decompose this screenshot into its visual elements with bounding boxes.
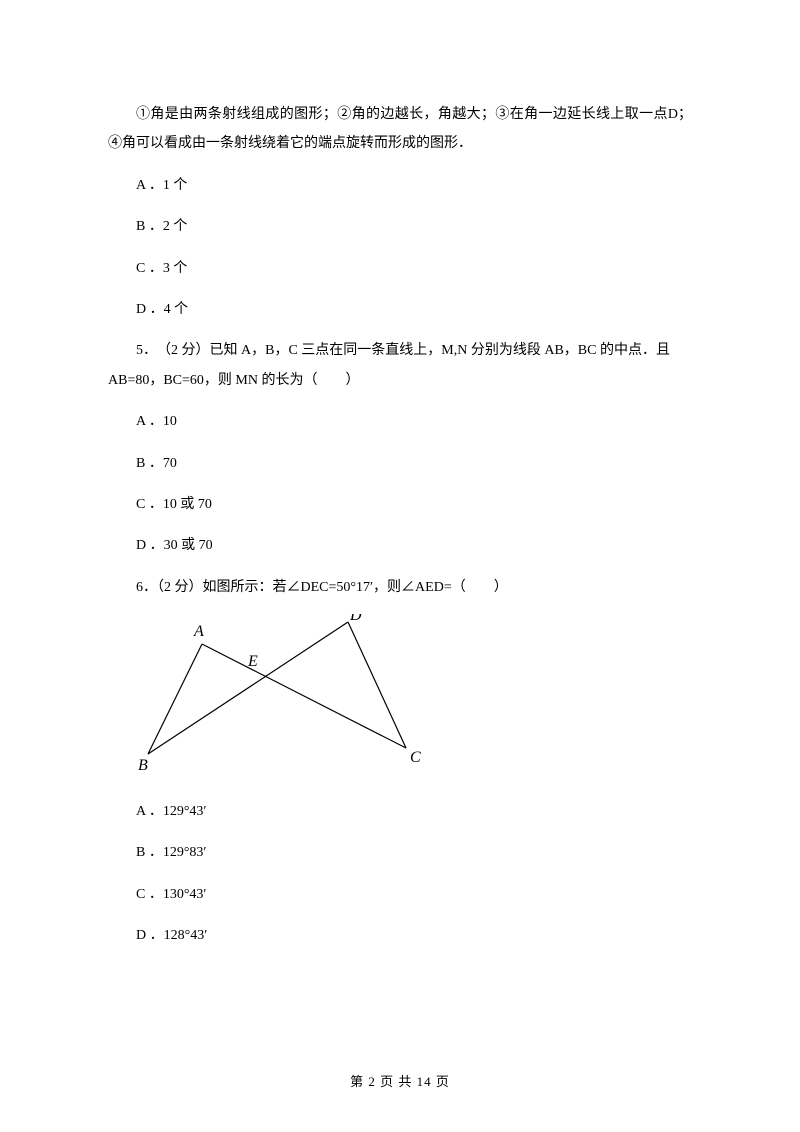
svg-text:B: B <box>138 757 148 774</box>
svg-text:D: D <box>349 614 362 624</box>
intro-statements: ①角是由两条射线组成的图形；②角的边越长，角越大；③在角一边延长线上取一点D；④… <box>108 100 692 159</box>
q6-option-c: C ．130°43′ <box>108 880 692 909</box>
q6-stem: 6．（2 分）如图所示：若∠DEC=50°17′，则∠AED=（ ） <box>108 573 692 602</box>
svg-text:E: E <box>247 653 258 670</box>
q6-option-a: A ．129°43′ <box>108 797 692 826</box>
q5-option-c: C ．10 或 70 <box>108 490 692 519</box>
q5-option-d: D ．30 或 70 <box>108 531 692 560</box>
q6-option-d: D ．128°43′ <box>108 921 692 950</box>
q5-option-b: B ．70 <box>108 449 692 478</box>
q5-stem: 5． （2 分）已知 A，B，C 三点在同一条直线上，M,N 分别为线段 AB，… <box>108 336 692 395</box>
q4-option-a: A ．1 个 <box>108 171 692 200</box>
q6-diagram: A B C D E <box>138 614 692 779</box>
q4-option-c: C ．3 个 <box>108 254 692 283</box>
page-footer: 第 2 页 共 14 页 <box>0 1071 800 1090</box>
triangle-diagram: A B C D E <box>138 614 438 774</box>
svg-text:C: C <box>410 749 421 766</box>
q4-option-d: D ．4 个 <box>108 295 692 324</box>
q6-option-b: B ．129°83′ <box>108 838 692 867</box>
q5-option-a: A ．10 <box>108 407 692 436</box>
svg-text:A: A <box>193 623 204 640</box>
q4-option-b: B ．2 个 <box>108 212 692 241</box>
